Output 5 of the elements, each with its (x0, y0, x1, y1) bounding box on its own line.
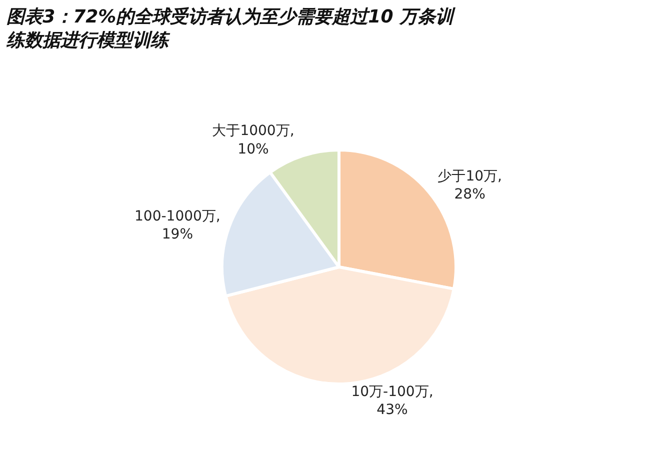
slice-label: 10万-100万, 43% (351, 384, 434, 418)
slice-label: 100-1000万, 19% (134, 208, 220, 243)
chart-title: 图表3：72%的全球受访者认为至少需要超过10 万条训练数据进行模型训练 (6, 6, 457, 52)
slice-label: 大于1000万, 10% (212, 123, 294, 158)
slice-label: 少于10万, 28% (438, 168, 502, 203)
